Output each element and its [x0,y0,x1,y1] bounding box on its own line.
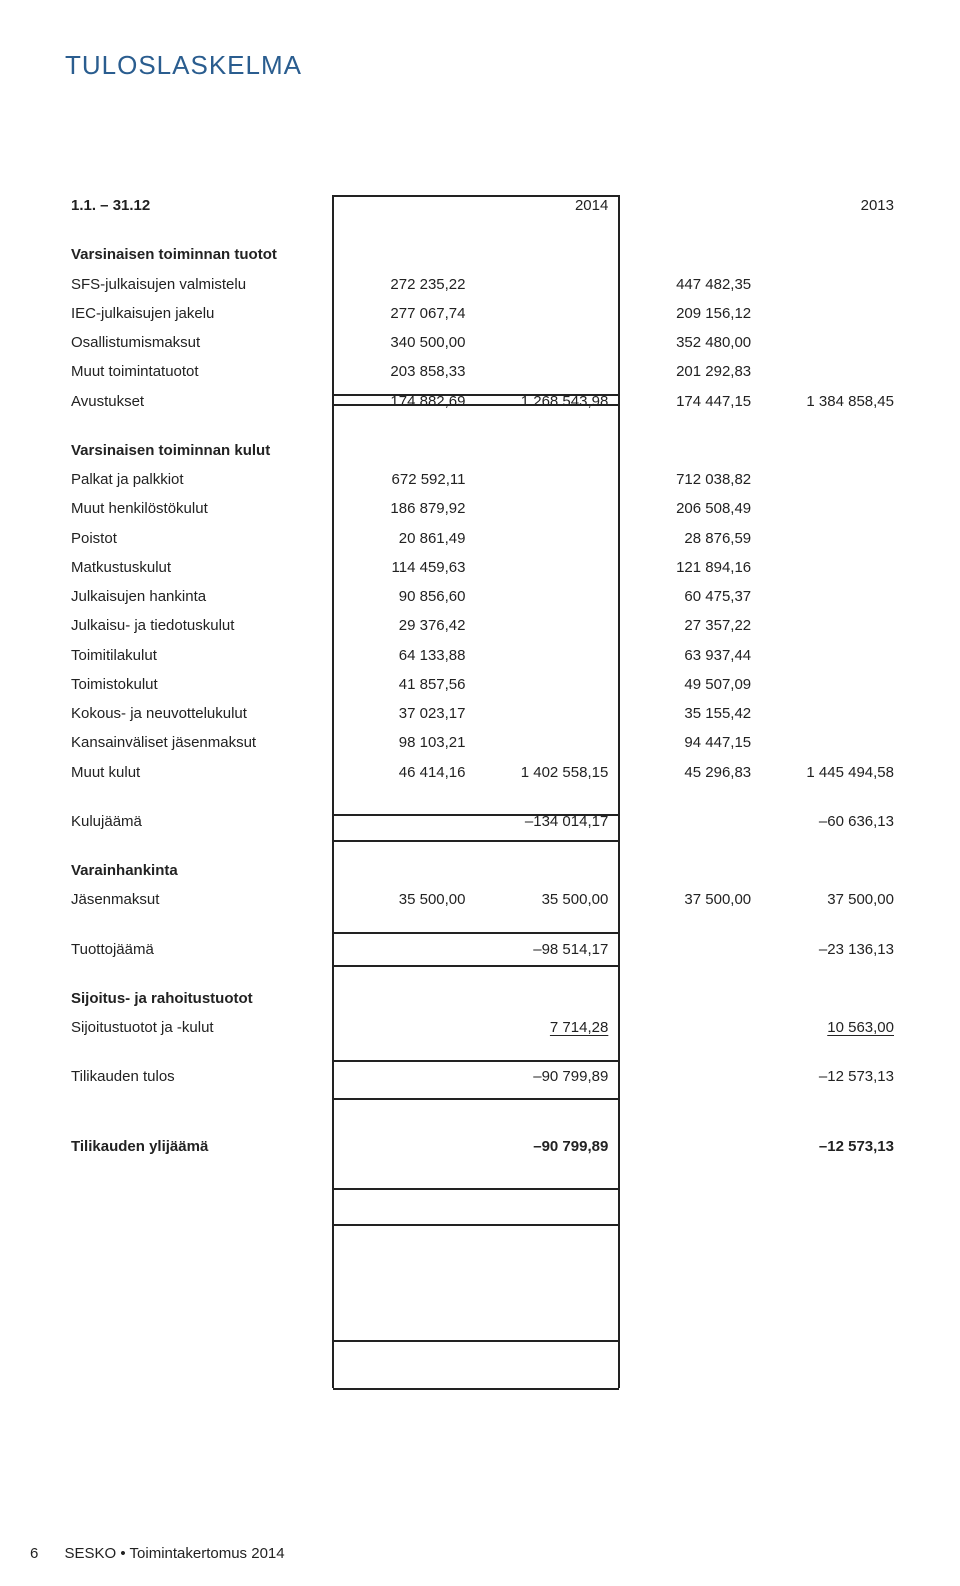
section-tuotot: Varsinaisen toiminnan tuotot [65,240,340,269]
year-2013: 2013 [757,191,900,220]
row-label: SFS-julkaisujen valmistelu [65,270,340,299]
section-sijoitus: Sijoitus- ja rahoitustuotot [65,984,340,1013]
section-varainhankinta: Varainhankinta [65,856,340,885]
page-footer: 6 SESKO • Toimintakertomus 2014 [30,1545,285,1562]
footer-text: SESKO • Toimintakertomus 2014 [65,1545,285,1562]
page-title: TULOSLASKELMA [65,50,900,81]
section-kulut: Varsinaisen toiminnan kulut [65,436,340,465]
cell-value: 447 482,35 [614,270,757,299]
period-label: 1.1. – 31.12 [65,191,340,220]
page-number: 6 [30,1545,38,1562]
column-bracket-box [332,195,620,1388]
